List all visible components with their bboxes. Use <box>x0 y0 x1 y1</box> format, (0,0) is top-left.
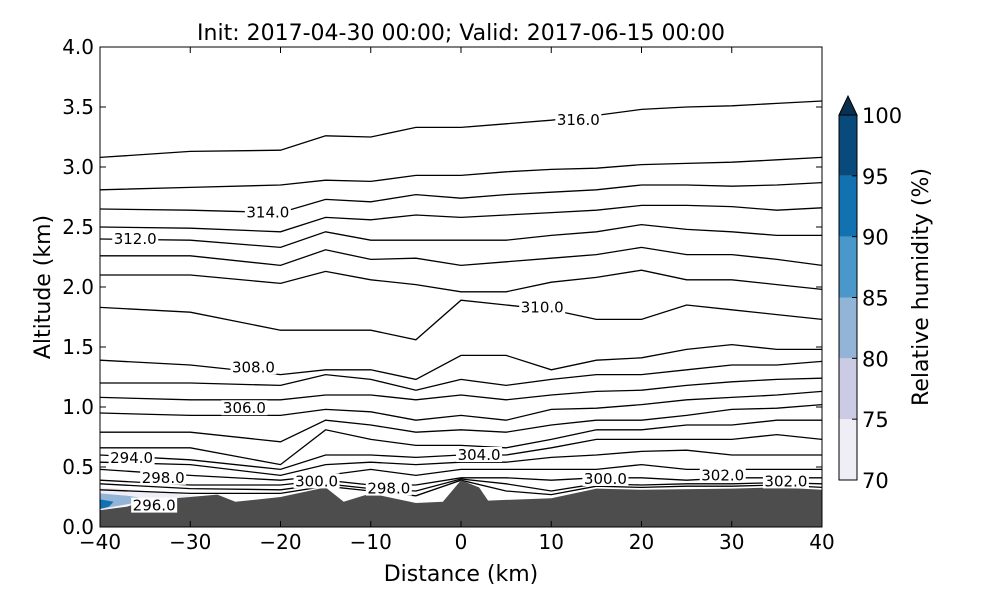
y-tick-label: 1.0 <box>62 395 94 419</box>
x-tick-label: 0 <box>455 530 468 554</box>
contour-label-bg <box>519 299 566 315</box>
chart-title: Init: 2017-04-30 00:00; Valid: 2017-06-1… <box>197 21 725 46</box>
contour-label: 298.0 <box>142 469 185 487</box>
contour-label: 294.0 <box>110 449 153 467</box>
y-tick-label: 1.5 <box>62 335 94 359</box>
contour-label-bg <box>244 204 291 220</box>
contour-line-311.5 <box>100 246 822 267</box>
x-tick-label: −10 <box>350 530 392 554</box>
contour-label: 300.0 <box>295 472 338 490</box>
y-tick-label: 4.0 <box>62 35 94 59</box>
contour-label: 306.0 <box>223 399 266 417</box>
colorbar-segment-95-100 <box>839 115 857 176</box>
contour-label-bg <box>140 469 187 485</box>
contour-label-bg <box>293 473 340 489</box>
y-axis: 0.0 0.5 1.0 1.5 2.0 2.5 3.0 3.5 4.0 <box>62 35 822 539</box>
contour-line-305 <box>100 419 822 466</box>
x-tick-label: 40 <box>809 530 834 554</box>
colorbar-segment-80-85 <box>839 297 857 359</box>
plot-area: 316.0 314.0 312.0 310.0 308.0 306.0 304.0 302.0… <box>100 100 822 527</box>
colorbar-segment-90-95 <box>839 175 857 237</box>
colorbar-segment-70-75 <box>839 419 857 480</box>
contour-line-310 <box>100 299 822 341</box>
contour-label: 316.0 <box>557 111 600 129</box>
colorbar: 70 75 80 85 90 95 100 <box>838 94 902 493</box>
contour-label-bg <box>230 359 277 375</box>
contour-line-304.5 <box>100 433 822 471</box>
contour-label: 302.0 <box>701 466 744 484</box>
x-tick-label: 20 <box>629 530 654 554</box>
contour-label-bg <box>555 112 602 128</box>
contour-line-296 <box>100 479 822 497</box>
contour-label: 296.0 <box>133 497 176 515</box>
contour-line-308 <box>100 360 822 391</box>
contour-label: 302.0 <box>764 472 807 490</box>
terrain <box>100 480 822 527</box>
y-tick-label: 0.0 <box>62 515 94 539</box>
contour-line-304 <box>100 449 822 477</box>
contour-label-bg <box>365 480 412 496</box>
colorbar-segment-75-80 <box>839 358 857 420</box>
contour-label: 310.0 <box>521 298 564 316</box>
contour-label-bg <box>762 473 809 489</box>
contour-line-316 <box>100 100 822 159</box>
y-tick-label: 3.5 <box>62 95 94 119</box>
rh-fill-80-85 <box>100 493 155 509</box>
contour-label: 304.0 <box>458 446 501 464</box>
colorbar-label: Relative humidity (%) <box>909 168 934 406</box>
y-tick-label: 3.0 <box>62 155 94 179</box>
contour-line-306 <box>100 390 822 421</box>
contour-label-bg <box>112 231 159 246</box>
contour-line-314 <box>100 181 822 214</box>
contour-label: 314.0 <box>246 204 289 222</box>
x-tick-label: 10 <box>539 530 564 554</box>
colorbar-tick-label: 100 <box>862 104 902 128</box>
y-tick-label: 2.0 <box>62 275 94 299</box>
contour-line-312 <box>100 223 822 249</box>
contour-label: 300.0 <box>584 470 627 488</box>
contour-label: 308.0 <box>232 358 275 376</box>
contour-line-315 <box>100 156 822 191</box>
x-tick-label: −40 <box>79 530 121 554</box>
x-axis: −40 −30 −20 −10 0 10 20 30 40 <box>79 47 835 554</box>
contour-line-309 <box>100 343 822 381</box>
contour-label-bg <box>582 471 629 486</box>
colorbar-tick-label: 90 <box>862 226 889 250</box>
contour-line-307 <box>100 377 822 401</box>
x-tick-label: −20 <box>259 530 301 554</box>
colorbar-segment-85-90 <box>839 236 857 298</box>
contour-label: 312.0 <box>114 230 157 248</box>
contour-label-bg <box>108 450 155 466</box>
colorbar-tick-label: 85 <box>862 287 889 311</box>
colorbar-tick-label: 80 <box>862 347 889 371</box>
colorbar-extend-arrow <box>838 94 858 116</box>
contour-label: 298.0 <box>367 480 410 498</box>
colorbar-tick-label: 70 <box>862 469 889 493</box>
x-axis-label: Distance (km) <box>384 562 539 587</box>
x-tick-label: 30 <box>719 530 744 554</box>
contour-line-305.5 <box>100 403 822 443</box>
y-axis-label: Altitude (km) <box>31 215 56 359</box>
colorbar-tick-label: 75 <box>862 408 889 432</box>
contour-label-bg <box>221 400 268 416</box>
colorbar-tick-label: 95 <box>862 165 889 189</box>
y-tick-label: 2.5 <box>62 215 94 239</box>
x-tick-label: −30 <box>169 530 211 554</box>
contour-label-bg <box>456 447 503 462</box>
y-tick-label: 0.5 <box>62 455 94 479</box>
rh-fill-90-95 <box>100 499 114 509</box>
contour-line-311 <box>100 269 822 293</box>
contour-label-bg <box>699 467 746 483</box>
contour-label-bg <box>131 497 178 513</box>
contour-line-313 <box>100 204 822 233</box>
